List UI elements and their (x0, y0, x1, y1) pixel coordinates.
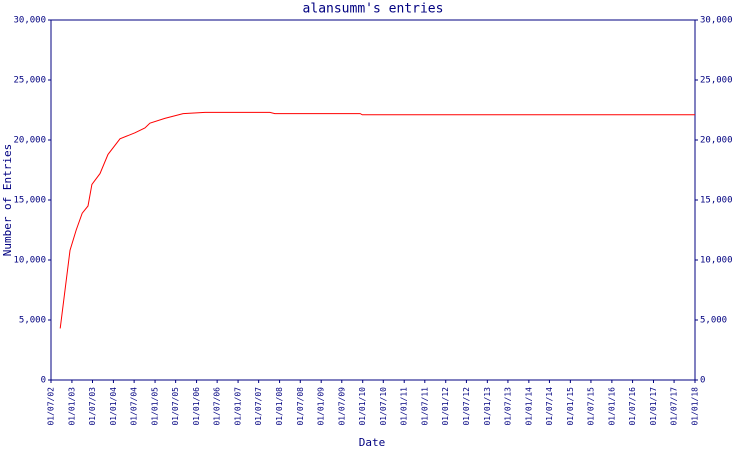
x-tick-label: 01/01/15 (566, 387, 575, 426)
x-tick-label: 01/01/09 (317, 387, 326, 426)
x-tick-label: 01/01/17 (649, 387, 658, 426)
x-tick-label: 01/01/08 (275, 387, 284, 426)
y-tick-label: 5,000 (19, 316, 46, 326)
x-tick-label: 01/07/13 (503, 387, 512, 426)
x-tick-label: 01/07/14 (545, 387, 554, 426)
y-tick-label: 10,000 (13, 256, 46, 266)
y2-tick-label: 5,000 (700, 316, 727, 326)
x-tick-label: 01/01/03 (67, 387, 76, 426)
x-tick-label: 01/07/15 (586, 387, 595, 426)
y-tick-label: 30,000 (13, 16, 46, 26)
x-tick-label: 01/07/16 (628, 387, 637, 426)
x-tick-label: 01/07/08 (296, 387, 305, 426)
x-tick-label: 01/07/10 (379, 387, 388, 426)
y-tick-label: 15,000 (13, 196, 46, 206)
x-tick-label: 01/07/04 (130, 387, 139, 426)
x-tick-label: 01/07/07 (254, 387, 263, 426)
x-tick-label: 01/07/09 (337, 387, 346, 426)
y2-tick-label: 20,000 (700, 136, 733, 146)
x-tick-label: 01/07/06 (213, 387, 222, 426)
y-tick-label: 0 (41, 376, 46, 386)
y2-tick-label: 25,000 (700, 76, 733, 86)
y-tick-label: 25,000 (13, 76, 46, 86)
x-tick-label: 01/01/07 (234, 387, 243, 426)
x-tick-label: 01/01/14 (524, 387, 533, 426)
x-tick-label: 01/07/12 (462, 387, 471, 426)
x-tick-label: 01/01/04 (109, 387, 118, 426)
x-tick-label: 01/07/02 (47, 387, 56, 426)
x-tick-label: 01/07/11 (420, 387, 429, 426)
y2-tick-label: 15,000 (700, 196, 733, 206)
x-tick-label: 01/01/10 (358, 387, 367, 426)
x-tick-label: 01/07/05 (171, 387, 180, 426)
y-axis-label: Number of Entries (1, 144, 14, 257)
x-tick-label: 01/01/13 (483, 387, 492, 426)
x-tick-label: 01/01/12 (441, 387, 450, 426)
chart-title: alansumm's entries (303, 2, 444, 17)
x-tick-label: 01/01/11 (400, 387, 409, 426)
x-tick-label: 01/07/17 (670, 387, 679, 426)
y2-tick-label: 30,000 (700, 16, 733, 26)
y-tick-label: 20,000 (13, 136, 46, 146)
x-tick-label: 01/01/16 (607, 387, 616, 426)
data-line (59, 111, 695, 329)
x-tick-label: 01/01/18 (691, 387, 700, 426)
x-tick-label: 01/07/03 (88, 387, 97, 426)
y2-tick-label: 0 (700, 376, 705, 386)
x-axis-label: Date (359, 436, 386, 449)
x-tick-label: 01/01/05 (151, 387, 160, 426)
x-tick-label: 01/01/06 (192, 387, 201, 426)
y2-tick-label: 10,000 (700, 256, 733, 266)
